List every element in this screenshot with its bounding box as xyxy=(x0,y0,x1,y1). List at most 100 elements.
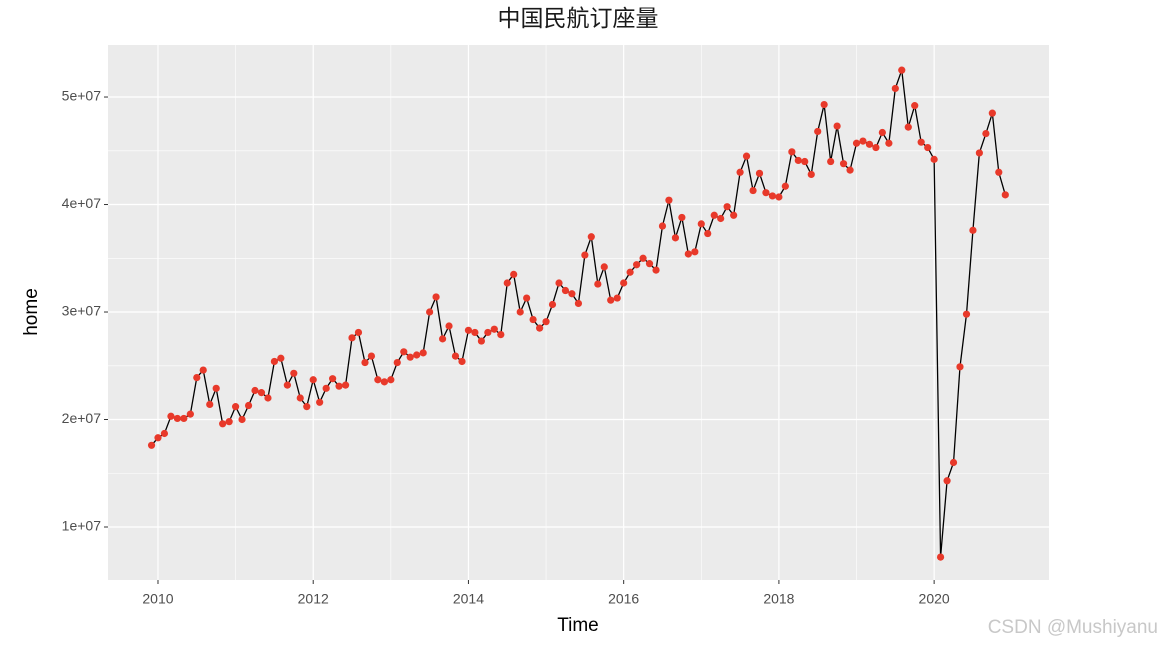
data-point xyxy=(827,157,835,166)
x-tick-label: 2012 xyxy=(298,591,329,607)
data-point xyxy=(367,352,376,360)
data-point xyxy=(581,251,589,259)
data-point xyxy=(600,263,608,271)
data-point xyxy=(438,335,447,343)
data-point xyxy=(225,418,233,426)
data-point xyxy=(762,189,770,197)
data-point xyxy=(574,299,583,308)
data-point xyxy=(426,308,434,316)
data-point xyxy=(341,381,350,389)
data-point xyxy=(684,250,692,258)
data-point xyxy=(290,369,298,377)
data-point xyxy=(730,211,738,219)
data-point xyxy=(665,196,673,204)
data-point xyxy=(820,100,828,109)
data-point xyxy=(775,193,783,201)
data-point xyxy=(536,324,544,332)
data-point xyxy=(962,310,971,318)
data-point xyxy=(484,328,492,337)
data-point xyxy=(413,351,421,359)
data-point xyxy=(555,279,563,287)
data-point xyxy=(930,155,938,163)
data-point xyxy=(387,376,395,384)
data-point xyxy=(199,366,207,374)
data-point xyxy=(633,261,641,269)
data-point xyxy=(794,156,802,165)
data-point xyxy=(270,357,279,366)
data-point xyxy=(865,140,874,148)
data-point xyxy=(755,169,764,177)
data-point xyxy=(490,325,498,333)
data-point xyxy=(497,330,505,339)
data-point xyxy=(354,328,363,337)
data-point xyxy=(400,348,408,356)
data-point xyxy=(691,248,699,256)
x-tick-label: 2010 xyxy=(142,591,173,607)
data-point xyxy=(704,229,712,238)
data-point xyxy=(768,192,777,200)
x-tick-label: 2016 xyxy=(608,591,639,607)
data-point xyxy=(697,220,705,228)
data-point xyxy=(658,222,667,230)
y-tick-label: 3e+07 xyxy=(62,303,102,319)
data-point xyxy=(173,414,181,423)
data-point xyxy=(212,384,220,392)
data-point xyxy=(710,211,718,219)
data-point xyxy=(749,186,757,195)
data-point xyxy=(523,294,531,302)
data-point xyxy=(788,148,796,156)
data-point xyxy=(969,226,977,234)
data-point xyxy=(380,378,388,386)
data-point xyxy=(587,233,595,241)
data-point xyxy=(458,357,466,366)
data-point xyxy=(471,328,479,337)
data-point xyxy=(807,170,815,179)
data-point xyxy=(335,382,343,390)
data-point xyxy=(251,386,259,395)
data-point xyxy=(620,279,628,287)
data-point xyxy=(781,182,789,190)
data-point xyxy=(406,353,414,361)
data-point xyxy=(975,149,983,157)
data-point xyxy=(814,127,822,136)
data-point xyxy=(231,403,240,411)
data-point xyxy=(852,139,861,147)
data-point xyxy=(613,294,621,302)
chart-title: 中国民航订座量 xyxy=(498,6,659,32)
data-point xyxy=(995,168,1003,176)
data-point xyxy=(742,152,751,160)
data-point xyxy=(361,358,369,367)
data-point xyxy=(316,398,324,406)
data-point xyxy=(859,137,867,145)
data-point xyxy=(219,420,227,428)
data-point xyxy=(432,293,440,301)
data-point xyxy=(717,214,725,223)
data-point xyxy=(464,326,473,334)
y-axis-title: home xyxy=(21,288,42,336)
data-point xyxy=(639,254,647,262)
y-tick-label: 2e+07 xyxy=(62,410,102,426)
data-point xyxy=(167,412,175,420)
x-tick-label: 2020 xyxy=(919,591,950,607)
data-point xyxy=(542,318,550,326)
data-point xyxy=(283,381,291,389)
data-point xyxy=(594,280,602,288)
y-tick-label: 4e+07 xyxy=(62,195,102,211)
data-point xyxy=(180,414,188,423)
data-point xyxy=(924,143,932,152)
x-axis-title: Time xyxy=(557,615,599,636)
data-point xyxy=(568,290,576,298)
data-point xyxy=(723,203,731,211)
data-point xyxy=(160,429,169,438)
data-point xyxy=(678,213,686,222)
data-point xyxy=(917,138,925,146)
data-point xyxy=(911,102,919,110)
data-point xyxy=(833,122,841,130)
data-point xyxy=(904,123,912,131)
data-point xyxy=(516,308,524,316)
x-tick-label: 2014 xyxy=(453,591,484,607)
data-point xyxy=(872,143,880,152)
watermark: CSDN @Mushiyanu xyxy=(988,617,1158,638)
data-point xyxy=(329,375,337,383)
